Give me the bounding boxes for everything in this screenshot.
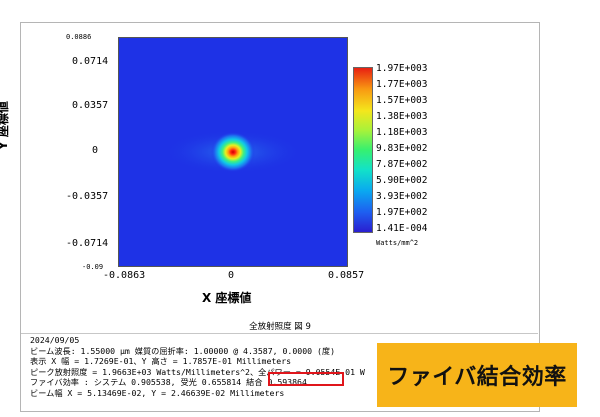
- colorbar-units: Watts/mm^2: [376, 239, 419, 247]
- x-tick-3: 0.0857: [328, 270, 365, 281]
- info-line-wavelength: ビーム波長: 1.55000 μm 媒質の屈折率: 1.00000 @ 4.35…: [30, 345, 336, 356]
- y-tick-2: 0.0357: [72, 100, 109, 111]
- coupling-highlight-box: [268, 372, 344, 386]
- colorbar-label-9: 3.93E+002: [376, 191, 428, 202]
- bottom-left-value: -0.09: [82, 263, 104, 271]
- colorbar: [353, 67, 373, 233]
- info-divider: [21, 333, 538, 334]
- top-left-value: 0.0886: [66, 33, 92, 41]
- colorbar-label-7: 7.87E+002: [376, 159, 428, 170]
- colorbar-label-8: 5.90E+002: [376, 175, 428, 186]
- heatmap-image: [118, 37, 348, 267]
- colorbar-label-5: 1.18E+003: [376, 127, 428, 138]
- x-tick-1: -0.0863: [103, 270, 146, 281]
- x-axis-title: X 座標値: [202, 291, 252, 305]
- info-date: 2024/09/05: [30, 335, 80, 345]
- info-line-display: 表示 X 幅 = 1.7269E-01、Y 高さ = 1.7857E-01 Mi…: [30, 356, 292, 366]
- efficiency-label: ファイバ効率 : システム 0.905538, 受光 0.655814: [30, 377, 242, 387]
- heatmap-svg: [119, 38, 347, 266]
- colorbar-label-10: 1.97E+002: [376, 207, 428, 218]
- colorbar-label-3: 1.57E+003: [376, 95, 428, 106]
- info-line-efficiency: ファイバ効率 : システム 0.905538, 受光 0.655814 結合 0…: [30, 377, 307, 388]
- y-tick-3: 0: [92, 145, 99, 156]
- y-tick-1: 0.0714: [72, 56, 109, 67]
- beam-spot: [211, 132, 255, 172]
- info-line-beam-width: ビーム幅 X = 5.13469E-02, Y = 2.46639E-02 Mi…: [30, 387, 285, 398]
- callout-label: ファイバ結合効率: [377, 343, 577, 407]
- colorbar-label-11: 1.41E-004: [376, 223, 428, 234]
- info-line-peak: ピーク放射照度 = 1.9663E+03 Watts/Millimeters^2…: [30, 366, 365, 377]
- y-axis-title: Y 座標値: [0, 101, 10, 150]
- colorbar-label-1: 1.97E+003: [376, 63, 428, 74]
- colorbar-label-6: 9.83E+002: [376, 143, 428, 154]
- coupling-value: 結合 0.593864: [246, 377, 307, 387]
- colorbar-label-2: 1.77E+003: [376, 79, 428, 90]
- figure-title: 全放射照度 図 9: [249, 322, 311, 332]
- y-tick-4: -0.0357: [66, 191, 109, 202]
- y-tick-5: -0.0714: [66, 238, 109, 249]
- colorbar-label-4: 1.38E+003: [376, 111, 428, 122]
- x-tick-2: 0: [228, 270, 235, 281]
